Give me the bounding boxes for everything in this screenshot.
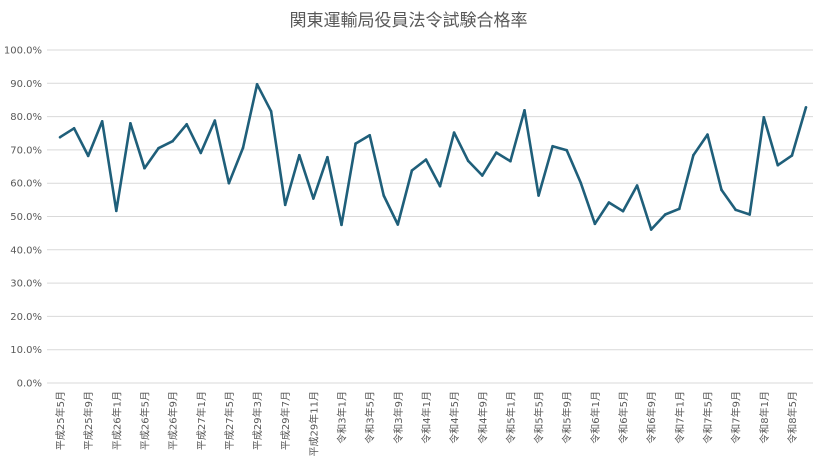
data-point [621,209,625,213]
x-tick-label: 令和5年1月 [504,391,517,444]
data-point [115,209,118,213]
y-tick-label: 20.0% [10,312,42,323]
data-point [565,148,569,152]
data-point [143,166,146,170]
x-tick-label: 平成29年11月 [307,391,320,456]
x-tick-label: 令和5年5月 [533,391,546,444]
x-tick-label: 令和4年5月 [448,391,461,444]
data-point [678,207,681,211]
x-tick-label: 令和7年5月 [701,391,714,444]
data-point [776,163,780,167]
data-point [593,222,597,226]
data-point [368,133,371,137]
data-point [312,197,315,200]
data-point [72,126,76,130]
data-point [804,105,808,109]
data-point [100,119,104,123]
data-point [748,213,751,216]
data-point [480,174,484,177]
data-point [185,122,188,126]
y-tick-label: 90.0% [10,79,42,90]
x-tick-label: 平成29年7月 [279,391,292,450]
data-point [649,228,653,231]
data-point [340,223,343,227]
y-tick-label: 40.0% [10,245,42,256]
y-tick-label: 10.0% [10,345,42,356]
x-tick-label: 平成25年9月 [82,391,95,450]
y-tick-label: 30.0% [10,279,42,290]
data-point [396,223,400,226]
y-axis-ticks: 0.0% 10.0% 20.0% 30.0% 40.0% 50.0% 60.0% 70.0% 8… [4,46,42,390]
data-point [635,184,639,187]
data-point [579,181,583,185]
x-tick-label: 令和8年5月 [786,391,799,444]
x-tick-label: 令和6年9月 [645,391,658,444]
data-point [607,201,611,204]
x-tick-label: 平成26年1月 [110,391,123,450]
data-point [424,158,428,161]
x-axis-ticks: 平成25年5月 平成25年9月 平成26年1月 平成26年5月 平成26年9月 平成27年… [54,391,799,456]
data-point [551,144,554,148]
x-tick-label: 平成29年3月 [251,391,264,450]
y-tick-label: 80.0% [10,112,42,123]
data-point [734,208,737,212]
data-point [227,181,231,185]
data-point [199,151,203,155]
x-tick-label: 令和4年9月 [476,391,489,444]
data-point [509,159,512,163]
x-tick-label: 平成26年9月 [167,391,180,450]
data-point [86,154,90,158]
x-tick-label: 平成27年1月 [195,391,208,450]
x-tick-label: 平成27年5月 [223,391,236,450]
x-tick-label: 令和7年9月 [730,391,743,444]
data-point [297,153,301,157]
x-tick-label: 令和8年1月 [758,391,771,444]
data-point [255,82,259,86]
x-tick-label: 令和5年9月 [561,391,574,444]
x-tick-label: 平成25年5月 [54,391,67,450]
data-point [790,154,794,157]
chart-title: 関東運輸局役員法令試験合格率 [289,11,528,31]
data-point [354,142,357,145]
y-tick-label: 100.0% [4,46,42,57]
data-point [129,121,132,125]
x-tick-label: 令和3年1月 [336,391,349,444]
x-tick-label: 令和4年1月 [420,391,433,444]
series-layer [58,82,808,231]
data-point [523,108,526,112]
data-point [466,159,470,163]
data-point [692,153,695,157]
data-point [706,133,709,136]
data-point [269,109,273,113]
series-line [59,83,808,231]
gridlines [47,49,813,384]
data-point [241,146,245,150]
data-point [382,194,386,197]
y-tick-label: 60.0% [10,179,42,190]
data-point [762,115,766,119]
data-point [537,194,540,197]
x-tick-label: 令和7年1月 [673,391,686,444]
data-point [171,139,174,143]
y-tick-label: 50.0% [10,212,42,223]
data-point [157,146,160,150]
data-point [495,151,498,154]
data-point [410,169,414,172]
x-tick-label: 令和3年5月 [364,391,377,444]
data-point [326,155,329,159]
data-point [452,131,456,134]
data-point [438,184,442,188]
x-tick-label: 令和3年9月 [392,391,405,444]
data-point [283,203,287,207]
data-point [58,135,62,139]
x-tick-label: 令和6年1月 [589,391,602,444]
x-tick-label: 平成26年5月 [138,391,151,450]
y-tick-label: 70.0% [10,145,42,156]
data-point [213,119,217,122]
data-point [720,188,723,192]
y-tick-label: 0.0% [17,379,42,390]
data-point [663,213,667,216]
x-tick-label: 令和6年5月 [617,391,630,444]
